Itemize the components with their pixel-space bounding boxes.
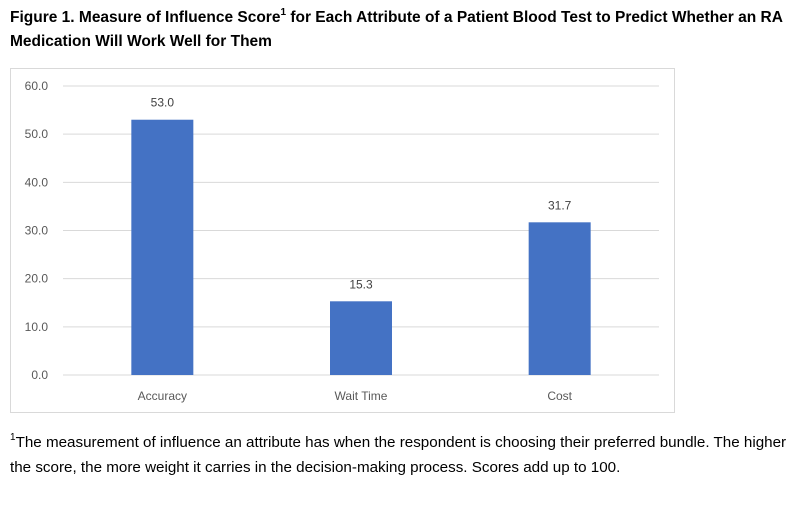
bar xyxy=(330,301,392,375)
figure-title-text: Figure 1. Measure of Influence Score xyxy=(10,9,281,26)
figure-title-footnote-marker: 1 xyxy=(280,6,287,18)
y-tick-label: 0.0 xyxy=(31,368,48,382)
footnote-text: The measurement of influence an attribut… xyxy=(10,434,787,476)
bar xyxy=(131,119,194,375)
data-label: 53.0 xyxy=(151,96,175,110)
x-category-label: Cost xyxy=(547,389,572,403)
chart-frame: 0.0 10.0 20.0 30.0 40.0 50.0 60.0 53.0 Accuracy 1… xyxy=(10,68,675,413)
y-tick-label: 30.0 xyxy=(25,224,49,238)
x-category-label: Accuracy xyxy=(138,389,187,403)
footnote-marker: 1 xyxy=(10,431,16,443)
figure-title: Figure 1. Measure of Influence Score1 fo… xyxy=(10,6,795,54)
figure-title-text-continued: for Each Attribute of a Patient Blood Te… xyxy=(10,9,783,50)
data-label: 15.3 xyxy=(349,277,373,291)
y-tick-label: 40.0 xyxy=(25,175,49,189)
bar xyxy=(528,222,591,375)
y-tick-label: 60.0 xyxy=(25,79,49,93)
x-category-label: Wait Time xyxy=(335,389,388,403)
y-tick-label: 20.0 xyxy=(25,272,49,286)
bar-chart: 0.0 10.0 20.0 30.0 40.0 50.0 60.0 53.0 Accuracy 1… xyxy=(25,79,659,403)
y-tick-label: 10.0 xyxy=(25,320,49,334)
footnote: 1The measurement of influence an attribu… xyxy=(10,431,795,480)
data-label: 31.7 xyxy=(548,198,572,212)
y-tick-label: 50.0 xyxy=(25,127,49,141)
